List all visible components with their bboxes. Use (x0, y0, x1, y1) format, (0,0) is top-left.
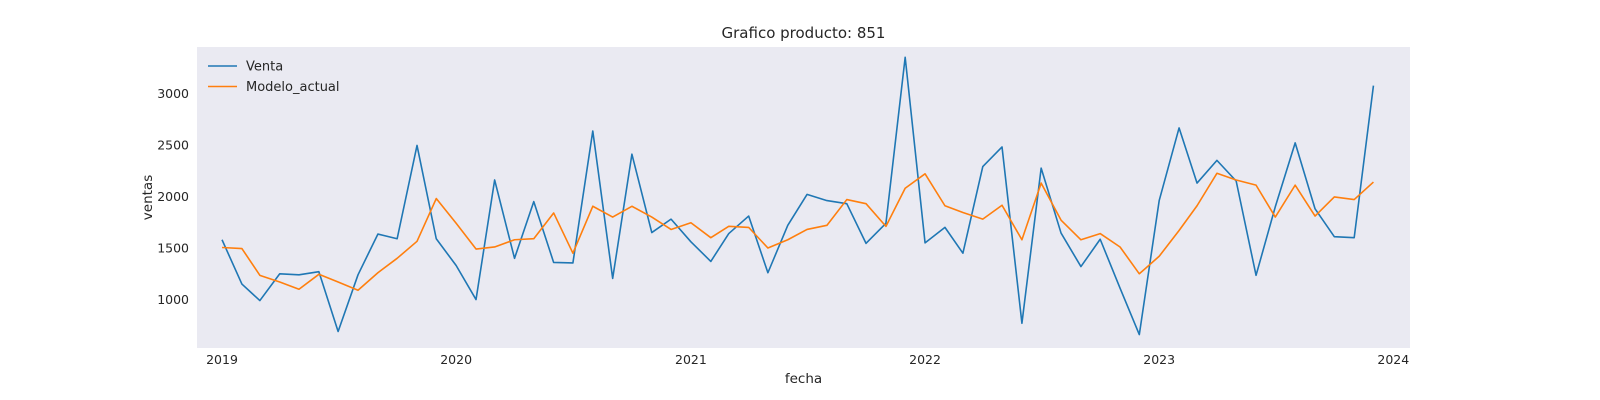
x-tick-label: 2024 (1377, 352, 1409, 367)
series-line-2 (221, 172, 1374, 292)
y-tick-label: 1000 (157, 292, 189, 307)
y-tick-label: 1500 (157, 241, 189, 256)
y-axis: 1000 1500 2000 2500 3000 (157, 86, 189, 307)
legend-label: Venta (246, 60, 283, 75)
x-tick-label: 2020 (440, 352, 472, 367)
x-axis-label: fecha (785, 371, 822, 387)
y-tick-label: 3000 (157, 86, 189, 101)
x-tick-label: 2023 (1143, 352, 1175, 367)
y-tick-label: 2000 (157, 189, 189, 204)
series-line-1 (221, 56, 1375, 336)
x-tick-label: 2021 (675, 352, 707, 367)
y-axis-label: ventas (140, 175, 156, 220)
series-lines (221, 56, 1375, 336)
legend-label: Modelo_actual (246, 80, 340, 95)
x-tick-label: 2022 (909, 352, 941, 367)
x-axis: 2019 2020 2021 2022 2023 2024 (206, 352, 1409, 367)
legend: Venta Modelo_actual (208, 60, 340, 95)
plot-area (197, 47, 1410, 348)
x-tick-label: 2019 (206, 352, 238, 367)
chart-title: Grafico producto: 851 (722, 24, 886, 42)
y-tick-label: 2500 (157, 137, 189, 152)
